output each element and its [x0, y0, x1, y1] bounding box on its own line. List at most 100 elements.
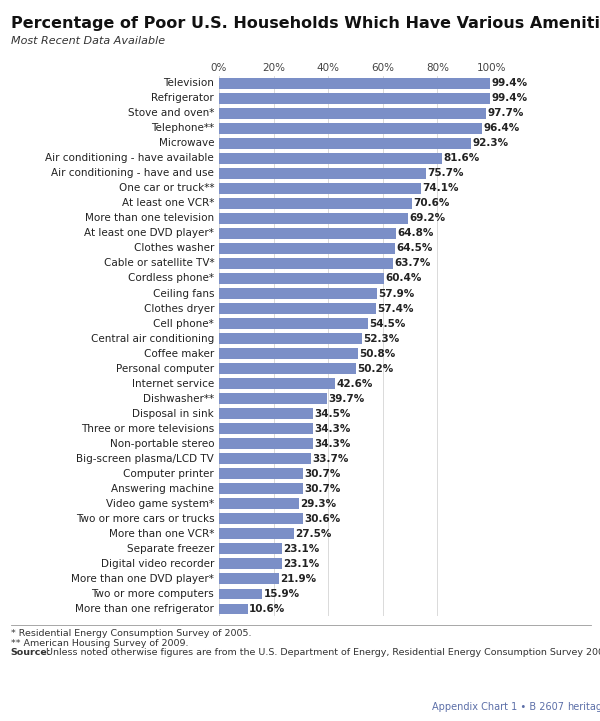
Text: Digital video recorder: Digital video recorder [101, 559, 214, 569]
Text: 27.5%: 27.5% [295, 528, 332, 539]
Text: Internet service: Internet service [132, 379, 214, 389]
Bar [219, 168, 425, 179]
Bar [219, 78, 490, 89]
Text: 99.4%: 99.4% [492, 78, 528, 88]
Text: 70.6%: 70.6% [413, 198, 449, 208]
Text: Two or more computers: Two or more computers [91, 589, 214, 599]
Text: Cordless phone*: Cordless phone* [128, 273, 214, 283]
Text: 74.1%: 74.1% [422, 183, 459, 193]
Text: 50.8%: 50.8% [359, 348, 395, 358]
Text: Central air conditioning: Central air conditioning [91, 334, 214, 344]
Text: 63.7%: 63.7% [394, 258, 431, 268]
Text: Big-screen plasma/LCD TV: Big-screen plasma/LCD TV [76, 454, 214, 464]
Bar [219, 393, 328, 404]
Text: Answering machine: Answering machine [112, 484, 214, 494]
Text: 34.3%: 34.3% [314, 438, 350, 448]
Text: Cell phone*: Cell phone* [154, 319, 214, 329]
Text: Stove and oven*: Stove and oven* [128, 108, 214, 118]
Bar [219, 288, 377, 299]
Bar [219, 138, 471, 149]
Text: 23.1%: 23.1% [283, 559, 320, 569]
Text: ** American Housing Survey of 2009.: ** American Housing Survey of 2009. [11, 639, 188, 647]
Text: 64.8%: 64.8% [397, 229, 434, 239]
Bar [219, 243, 395, 254]
Text: Unless noted otherwise figures are from the U.S. Department of Energy, Residenti: Unless noted otherwise figures are from … [43, 648, 600, 657]
Text: 30.7%: 30.7% [304, 469, 341, 479]
Bar [219, 273, 384, 284]
Bar [219, 333, 362, 344]
Bar [219, 573, 279, 584]
Text: Clothes dryer: Clothes dryer [144, 304, 214, 314]
Bar [219, 483, 303, 494]
Bar [219, 603, 248, 614]
Text: Video game system*: Video game system* [106, 499, 214, 509]
Bar [219, 454, 311, 464]
Text: 64.5%: 64.5% [397, 244, 433, 254]
Text: 81.6%: 81.6% [443, 154, 479, 164]
Text: 75.7%: 75.7% [427, 168, 464, 178]
Text: Refrigerator: Refrigerator [151, 93, 214, 103]
Text: Most Recent Data Available: Most Recent Data Available [11, 36, 165, 46]
Text: Telephone**: Telephone** [151, 123, 214, 133]
Text: 99.4%: 99.4% [492, 93, 528, 103]
Text: 69.2%: 69.2% [409, 213, 445, 224]
Bar [219, 438, 313, 449]
Bar [219, 528, 294, 539]
Bar [219, 198, 412, 209]
Bar [219, 379, 335, 389]
Text: * Residential Energy Consumption Survey of 2005.: * Residential Energy Consumption Survey … [11, 629, 251, 638]
Text: Air conditioning - have and use: Air conditioning - have and use [52, 168, 214, 178]
Text: 50.2%: 50.2% [358, 363, 394, 373]
Bar [219, 228, 396, 239]
Text: Source:: Source: [11, 648, 52, 657]
Text: Computer printer: Computer printer [124, 469, 214, 479]
Text: 10.6%: 10.6% [250, 604, 286, 614]
Bar [219, 408, 313, 419]
Text: More than one DVD player*: More than one DVD player* [71, 574, 214, 584]
Bar [219, 559, 282, 570]
Text: One car or truck**: One car or truck** [119, 183, 214, 193]
Bar [219, 258, 393, 269]
Text: 42.6%: 42.6% [337, 379, 373, 389]
Bar [219, 123, 482, 133]
Text: 30.6%: 30.6% [304, 514, 340, 524]
Bar [219, 544, 282, 554]
Bar [219, 108, 486, 119]
Text: 29.3%: 29.3% [301, 499, 337, 509]
Text: Disposal in sink: Disposal in sink [133, 409, 214, 419]
Text: Non-portable stereo: Non-portable stereo [110, 438, 214, 448]
Text: 33.7%: 33.7% [313, 454, 349, 464]
Text: At least one VCR*: At least one VCR* [122, 198, 214, 208]
Text: 54.5%: 54.5% [369, 319, 406, 329]
Bar [219, 348, 358, 359]
Text: Air conditioning - have available: Air conditioning - have available [46, 154, 214, 164]
Bar [219, 513, 302, 524]
Bar [219, 423, 313, 434]
Text: Personal computer: Personal computer [116, 363, 214, 373]
Text: More than one VCR*: More than one VCR* [109, 528, 214, 539]
Text: 30.7%: 30.7% [304, 484, 341, 494]
Text: Coffee maker: Coffee maker [144, 348, 214, 358]
Text: Appendix Chart 1 • B 2607: Appendix Chart 1 • B 2607 [432, 702, 564, 712]
Bar [219, 93, 490, 104]
Text: Television: Television [163, 78, 214, 88]
Text: 21.9%: 21.9% [280, 574, 316, 584]
Text: 97.7%: 97.7% [487, 108, 523, 118]
Bar [219, 183, 421, 194]
Text: 39.7%: 39.7% [329, 394, 365, 404]
Text: heritage.org: heritage.org [567, 702, 600, 712]
Bar [219, 153, 442, 164]
Text: Separate freezer: Separate freezer [127, 544, 214, 554]
Text: Ceiling fans: Ceiling fans [152, 288, 214, 298]
Text: 57.4%: 57.4% [377, 304, 413, 314]
Bar [219, 469, 303, 479]
Text: 60.4%: 60.4% [385, 273, 422, 283]
Text: More than one refrigerator: More than one refrigerator [76, 604, 214, 614]
Text: Cable or satellite TV*: Cable or satellite TV* [104, 258, 214, 268]
Text: 92.3%: 92.3% [472, 138, 508, 149]
Text: More than one television: More than one television [85, 213, 214, 224]
Text: At least one DVD player*: At least one DVD player* [85, 229, 214, 239]
Text: Two or more cars or trucks: Two or more cars or trucks [76, 514, 214, 524]
Bar [219, 303, 376, 314]
Bar [219, 213, 408, 224]
